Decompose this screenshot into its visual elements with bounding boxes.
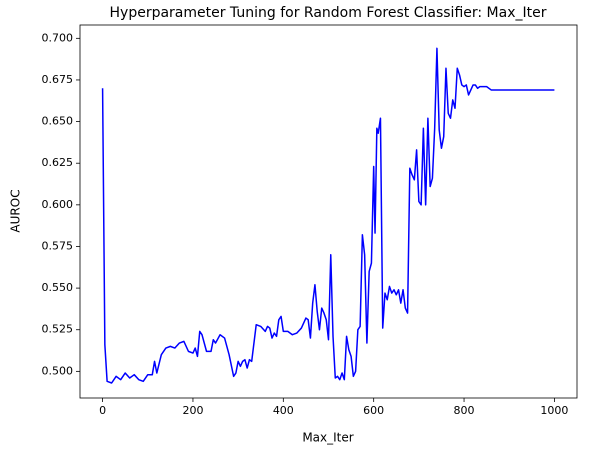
y-tick-label: 0.625 [42,156,74,169]
y-tick-label: 0.500 [42,364,74,377]
x-tick-label: 400 [273,404,294,417]
y-tick-label: 0.600 [42,198,74,211]
y-tick-label: 0.525 [42,323,74,336]
y-tick-label: 0.675 [42,73,74,86]
line-series [101,47,555,384]
x-tick-label: 600 [363,404,384,417]
chart-title: Hyperparameter Tuning for Random Forest … [110,5,547,21]
plot-frame [79,24,578,399]
y-tick-label: 0.550 [42,281,74,294]
x-tick-label: 0 [99,404,106,417]
y-tick-label: 0.650 [42,115,74,128]
x-tick-label: 200 [182,404,203,417]
y-tick-label: 0.575 [42,239,74,252]
x-tick-label: 800 [454,404,475,417]
x-axis-label: Max_Iter [302,431,353,445]
y-axis-label: AUROC [9,189,23,232]
y-tick-label: 0.700 [42,31,74,44]
x-tick-label: 1000 [540,404,568,417]
